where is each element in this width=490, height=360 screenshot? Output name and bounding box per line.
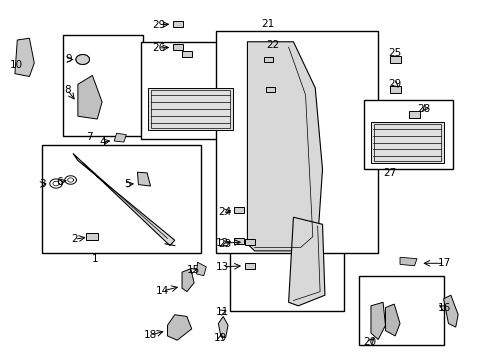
Bar — [42, 145, 201, 253]
Polygon shape — [15, 38, 34, 77]
Polygon shape — [78, 76, 102, 119]
Text: 13: 13 — [216, 262, 229, 272]
Text: 18: 18 — [144, 330, 157, 340]
Polygon shape — [443, 295, 458, 327]
Text: 15: 15 — [187, 265, 200, 275]
Polygon shape — [114, 133, 126, 142]
Text: 2: 2 — [71, 234, 78, 244]
Polygon shape — [196, 262, 206, 276]
Bar — [390, 86, 400, 93]
Bar — [359, 276, 443, 345]
Bar — [86, 233, 98, 240]
Bar — [181, 51, 192, 57]
Text: 10: 10 — [10, 60, 23, 70]
Text: 14: 14 — [156, 286, 169, 296]
Bar — [63, 35, 143, 136]
Text: 27: 27 — [384, 168, 397, 178]
Bar — [245, 239, 255, 245]
Polygon shape — [73, 153, 175, 246]
Text: 24: 24 — [218, 207, 231, 217]
Text: 29: 29 — [389, 79, 402, 89]
Bar — [230, 214, 344, 311]
Text: 16: 16 — [438, 303, 451, 313]
Bar — [390, 56, 400, 63]
Text: 19: 19 — [214, 333, 227, 343]
Bar — [374, 124, 441, 161]
Text: 28: 28 — [417, 104, 431, 114]
Text: 7: 7 — [86, 132, 92, 143]
Bar — [141, 42, 245, 139]
Text: 9: 9 — [66, 54, 73, 64]
Polygon shape — [371, 302, 386, 339]
Text: 1: 1 — [92, 254, 98, 264]
Bar — [216, 31, 378, 253]
Text: 25: 25 — [389, 48, 402, 58]
Bar — [148, 88, 233, 130]
Bar — [409, 111, 420, 118]
Bar — [234, 207, 244, 213]
Text: 4: 4 — [99, 137, 106, 147]
Polygon shape — [168, 315, 192, 340]
Bar — [173, 21, 183, 27]
Bar — [151, 90, 230, 128]
Text: 20: 20 — [364, 337, 376, 347]
Text: 17: 17 — [438, 258, 451, 268]
Bar — [264, 57, 272, 62]
Bar — [245, 262, 255, 269]
Polygon shape — [386, 304, 400, 336]
Bar — [371, 122, 443, 163]
Text: 21: 21 — [262, 19, 275, 29]
Bar — [234, 238, 244, 244]
Text: 26: 26 — [152, 43, 166, 53]
Text: 8: 8 — [64, 85, 71, 95]
Bar — [364, 100, 453, 169]
Text: 22: 22 — [267, 40, 280, 50]
Text: 12: 12 — [216, 238, 229, 248]
Polygon shape — [247, 42, 322, 251]
Text: 29: 29 — [152, 20, 166, 30]
Polygon shape — [219, 316, 228, 338]
Bar — [173, 44, 183, 50]
Text: 6: 6 — [57, 177, 63, 187]
Polygon shape — [138, 172, 150, 186]
Polygon shape — [182, 269, 194, 292]
Bar — [266, 87, 274, 93]
Polygon shape — [76, 54, 90, 64]
Text: 23: 23 — [218, 239, 231, 249]
Text: 5: 5 — [124, 179, 131, 189]
Text: 11: 11 — [216, 307, 229, 317]
Polygon shape — [400, 257, 417, 266]
Text: 3: 3 — [39, 179, 46, 189]
Polygon shape — [289, 217, 325, 306]
